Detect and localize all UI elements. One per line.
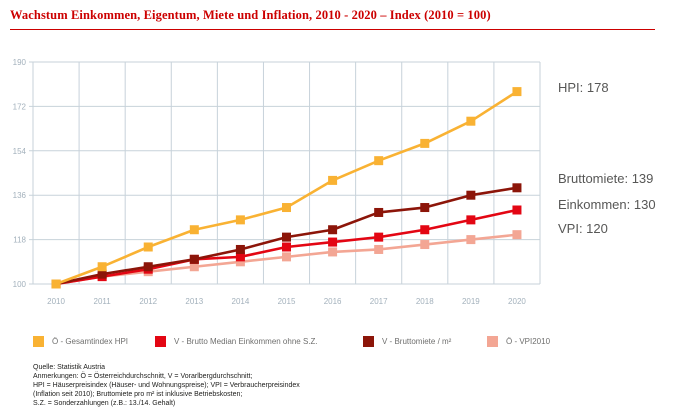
legend-label-hpi: Ö - Gesamtindex HPI bbox=[52, 337, 129, 346]
page-title: Wachstum Einkommen, Eigentum, Miete und … bbox=[10, 8, 491, 22]
x-axis-tick-label: 2010 bbox=[47, 297, 65, 306]
legend-item-einkommen: V - Brutto Median Einkommen ohne S.Z. bbox=[155, 335, 318, 348]
x-axis-tick-label: 2016 bbox=[324, 297, 342, 306]
data-point-bruttomiete bbox=[282, 232, 291, 242]
data-point-hpi bbox=[235, 215, 245, 225]
x-axis-tick-label: 2014 bbox=[232, 297, 250, 306]
data-point-bruttomiete bbox=[143, 262, 153, 272]
legend-label-vpi: Ö - VPI2010 bbox=[506, 337, 551, 346]
data-point-hpi bbox=[51, 279, 61, 289]
data-point-bruttomiete bbox=[420, 203, 430, 213]
footnote-line: S.Z. = Sonderzahlungen (z.B.: 13./14. Ge… bbox=[33, 400, 176, 407]
legend-item-vpi: Ö - VPI2010 bbox=[487, 335, 550, 348]
data-point-hpi bbox=[189, 225, 199, 235]
data-point-hpi bbox=[328, 175, 338, 185]
x-axis-tick-label: 2018 bbox=[416, 297, 434, 306]
legend-swatch-einkommen-icon bbox=[155, 336, 166, 347]
legend-swatch-vpi-icon bbox=[487, 336, 498, 347]
data-point-bruttomiete bbox=[189, 254, 199, 264]
data-point-bruttomiete bbox=[466, 190, 476, 200]
legend-swatch-hpi-icon bbox=[33, 336, 44, 347]
data-point-hpi bbox=[97, 262, 107, 272]
x-axis-tick-label: 2020 bbox=[508, 297, 526, 306]
data-point-bruttomiete bbox=[97, 269, 107, 279]
data-point-einkommen bbox=[466, 215, 476, 225]
series-markers-einkommen bbox=[51, 205, 522, 289]
x-axis-tick-label: 2015 bbox=[278, 297, 296, 306]
data-point-bruttomiete bbox=[328, 225, 338, 235]
series-end-label-vpi: VPI: 120 bbox=[558, 221, 608, 236]
x-axis-tick-label: 2013 bbox=[185, 297, 203, 306]
data-point-vpi bbox=[282, 252, 291, 262]
data-point-hpi bbox=[143, 242, 153, 252]
data-point-vpi bbox=[328, 247, 338, 257]
data-point-einkommen bbox=[420, 225, 430, 235]
data-point-vpi bbox=[235, 257, 245, 267]
data-point-bruttomiete bbox=[512, 183, 522, 193]
data-point-vpi bbox=[189, 262, 199, 272]
y-axis-tick-label: 100 bbox=[13, 280, 27, 289]
data-point-einkommen bbox=[328, 237, 338, 247]
data-point-vpi bbox=[420, 240, 430, 250]
data-point-hpi bbox=[282, 203, 291, 213]
legend-item-bruttomiete: V - Bruttomiete / m² bbox=[363, 335, 451, 348]
title-underline bbox=[10, 29, 655, 30]
data-point-vpi bbox=[466, 235, 476, 245]
data-point-einkommen bbox=[374, 232, 384, 242]
x-axis-tick-label: 2017 bbox=[370, 297, 388, 306]
y-axis-tick-label: 136 bbox=[13, 191, 27, 200]
data-point-einkommen bbox=[512, 205, 522, 215]
legend-label-einkommen: V - Brutto Median Einkommen ohne S.Z. bbox=[174, 337, 318, 346]
footnote-line: HPI = Häuserpreisindex (Häuser- und Wohn… bbox=[33, 382, 300, 389]
series-end-label-hpi: HPI: 178 bbox=[558, 80, 609, 95]
y-axis-tick-label: 190 bbox=[13, 58, 27, 67]
footnote-source: Quelle: Statistik Austria bbox=[33, 364, 105, 371]
series-end-label-bruttomiete: Bruttomiete: 139 bbox=[558, 171, 654, 186]
data-point-vpi bbox=[374, 244, 384, 254]
data-point-bruttomiete bbox=[235, 244, 245, 254]
data-point-vpi bbox=[512, 230, 522, 240]
x-axis-tick-label: 2012 bbox=[139, 297, 157, 306]
data-point-einkommen bbox=[235, 252, 245, 262]
y-axis-tick-label: 154 bbox=[13, 147, 27, 156]
y-axis-tick-label: 172 bbox=[13, 102, 27, 111]
x-axis-tick-label: 2011 bbox=[94, 297, 112, 306]
footnote-line: (Inflation seit 2010); Bruttomiete pro m… bbox=[33, 391, 243, 398]
x-axis-tick-label: 2019 bbox=[462, 297, 480, 306]
data-point-hpi bbox=[466, 116, 476, 126]
y-axis-tick-label: 118 bbox=[13, 236, 26, 245]
data-point-hpi bbox=[420, 138, 430, 148]
footnotes: Quelle: Statistik Austria Anmerkungen: Ö… bbox=[33, 363, 300, 408]
series-end-label-einkommen: Einkommen: 130 bbox=[558, 197, 656, 212]
footnote-line: Anmerkungen: Ö = Österreichdurchschnitt,… bbox=[33, 373, 253, 380]
series-markers-hpi bbox=[51, 87, 522, 289]
legend-label-bruttomiete: V - Bruttomiete / m² bbox=[382, 337, 452, 346]
data-point-hpi bbox=[374, 156, 384, 166]
data-point-hpi bbox=[512, 87, 522, 97]
legend-swatch-bruttomiete-icon bbox=[363, 336, 374, 347]
legend-item-hpi: Ö - Gesamtindex HPI bbox=[33, 335, 128, 348]
line-chart: 100 118 136 154 172 190 2010 2011 2012 2013 2014 20… bbox=[13, 58, 541, 306]
data-point-einkommen bbox=[282, 242, 291, 252]
data-point-bruttomiete bbox=[374, 207, 384, 217]
